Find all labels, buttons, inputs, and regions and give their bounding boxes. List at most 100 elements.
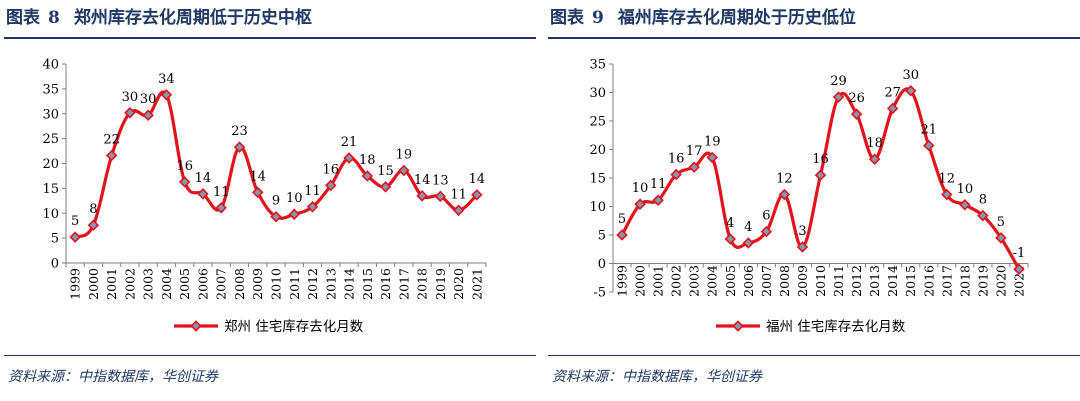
data-label: 4 [726,216,734,231]
y-tick-label: 15 [42,182,59,197]
data-label: 12 [939,172,956,187]
x-tick-label: 2012 [305,268,320,300]
data-point [742,237,755,249]
x-tick-label: 2010 [813,265,828,297]
data-point [215,202,227,214]
data-label: 13 [432,173,449,188]
y-tick-label: 20 [42,157,59,172]
data-point [398,164,410,177]
x-tick-label: 2021 [469,268,484,300]
x-tick-label: 2002 [122,268,137,300]
source-note: 资料来源：中指数据库，华创证券 [552,369,762,385]
source-rule [548,355,1080,356]
y-tick-label: 10 [42,207,59,222]
data-label: 11 [304,184,321,199]
x-tick-label: 2004 [159,268,174,300]
y-tick-label: 30 [589,86,606,101]
y-tick-label: 20 [589,143,606,158]
x-tick-label: 2017 [939,265,954,297]
y-tick-label: -5 [593,286,606,301]
data-label: 22 [103,133,120,148]
x-tick-label: 2000 [86,268,101,300]
data-label: 17 [686,144,703,159]
y-tick-label: 30 [42,107,59,122]
x-tick-label: 2008 [232,268,247,300]
x-tick-label: 2006 [741,265,756,297]
data-label: 21 [341,135,358,150]
x-tick-label: 2010 [269,268,284,300]
x-tick-label: 2009 [250,268,265,300]
data-point [124,107,136,119]
data-point [306,201,319,213]
title-rule [548,37,1080,39]
x-tick-label: 2008 [777,265,792,297]
data-label: 10 [957,182,974,197]
data-point [160,89,173,101]
data-label: 8 [979,193,987,208]
x-tick-label: 2005 [723,265,738,297]
data-label: 15 [377,164,394,179]
data-label: 21 [920,123,937,138]
data-point [105,149,118,162]
data-point [814,169,827,181]
legend-marker [190,320,202,332]
data-label: 14 [249,169,266,184]
x-tick-label: 2016 [921,265,936,297]
figure-number: 9 [592,8,604,28]
x-tick-label: 2019 [433,268,448,300]
x-tick-label: 2009 [795,265,810,297]
data-label: 14 [414,173,431,188]
data-point [796,241,809,253]
figure-number: 8 [48,8,60,28]
data-label: 14 [469,172,486,187]
legend-marker [732,320,744,332]
y-tick-label: 25 [42,132,59,147]
data-label: 5 [618,212,626,227]
data-point [977,209,989,222]
x-tick-label: 2011 [831,265,846,297]
x-tick-label: 2003 [687,265,702,297]
x-tick-label: 2013 [323,268,338,300]
x-tick-label: 2007 [759,265,774,297]
data-point [69,231,81,243]
data-point [288,208,300,220]
x-tick-label: 1999 [68,268,83,300]
data-point [886,102,899,115]
data-point [941,188,953,201]
data-point [923,139,935,152]
data-point [197,188,209,200]
data-point [270,211,282,223]
data-point [616,229,628,241]
data-label: 10 [632,181,649,196]
y-tick-label: 5 [598,229,606,244]
x-tick-label: 1999 [615,265,630,297]
data-point [434,190,447,203]
data-label: 6 [762,209,770,224]
figure-subtitle: 郑州库存去化周期低于历史中枢 [73,8,312,28]
data-label: 19 [396,147,413,162]
y-tick-label: 0 [598,257,606,272]
data-point [652,194,664,206]
data-point [904,85,917,97]
data-point [868,153,881,165]
y-tick-label: 10 [589,200,606,215]
x-tick-label: 2015 [360,268,375,300]
x-tick-label: 2018 [415,268,430,300]
data-point [416,190,428,202]
data-point [325,179,337,192]
data-label: 5 [71,214,79,229]
data-label: 14 [195,171,212,186]
data-label: 29 [830,74,847,89]
x-tick-label: 2000 [633,265,648,297]
data-point [471,189,483,201]
x-tick-label: 2007 [214,268,229,300]
data-point [233,141,246,153]
y-tick-label: 0 [51,257,59,272]
data-label: 34 [158,72,175,87]
data-label: 30 [902,68,919,83]
data-point [850,108,863,120]
data-label: 16 [812,152,829,167]
source-note: 资料来源：中指数据库，华创证券 [8,369,218,385]
y-tick-label: 15 [589,172,606,187]
